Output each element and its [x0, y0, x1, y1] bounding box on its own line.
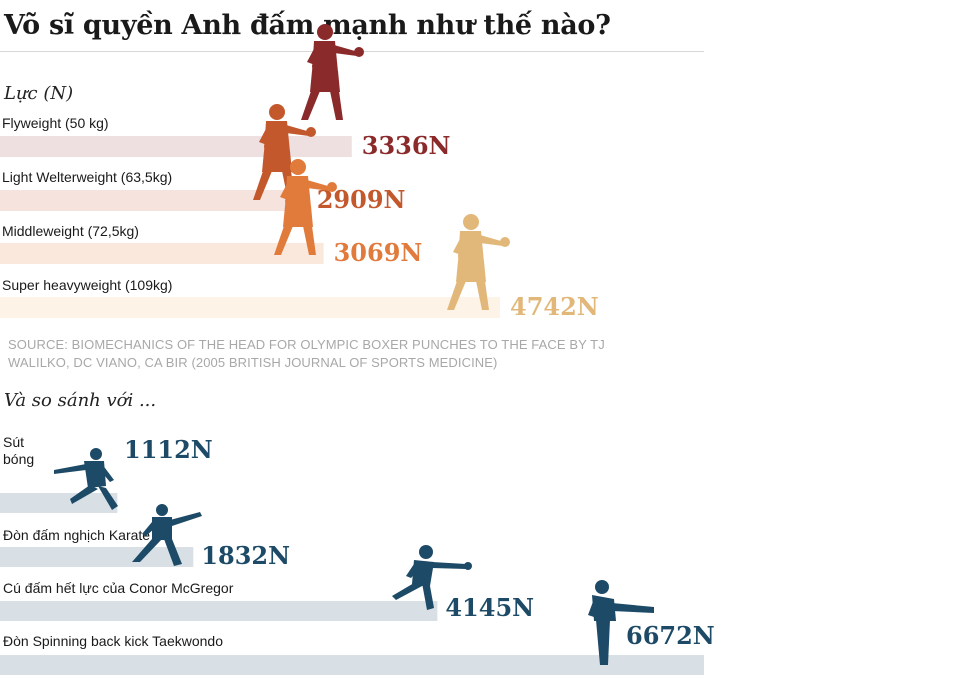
comparison-row: Sút bóng 1112N — [0, 434, 213, 513]
force-bar — [0, 601, 438, 621]
category-label: Cú đấm hết lực của Conor McGregor — [3, 580, 234, 596]
boxer-silhouette-icon — [274, 159, 337, 255]
category-label: Đòn đấm nghịch Karate — [3, 527, 150, 543]
page-title: Võ sĩ quyền Anh đấm mạnh như thế nào? — [4, 10, 611, 41]
value-label: 4145N — [445, 593, 534, 622]
boxer-silhouette-icon — [253, 104, 316, 200]
value-label: 4742N — [510, 292, 599, 321]
source-note: SOURCE: BIOMECHANICS OF THE HEAD FOR OLY… — [8, 337, 605, 370]
value-label: 6672N — [626, 621, 715, 650]
boxer-silhouette-icon — [301, 24, 364, 120]
value-label: 1832N — [201, 541, 290, 570]
comparison-chart-title: Và so sánh với ... — [4, 390, 157, 411]
soccer-kick-silhouette-icon — [54, 448, 118, 510]
force-bar — [0, 190, 307, 211]
boxing-punch-force-chart: Flyweight (50 kg) 3336N Light Welterweight… — [0, 24, 599, 321]
force-bar — [0, 493, 118, 513]
category-label: Middleweight (72,5kg) — [2, 223, 139, 239]
weight-class-row: Flyweight (50 kg) 3336N — [0, 24, 450, 160]
boxing-chart-title: Lực (N) — [4, 83, 74, 104]
force-bar — [0, 297, 500, 318]
force-bar — [0, 547, 194, 567]
mma-punch-silhouette-icon — [392, 545, 472, 610]
value-label: 3069N — [334, 238, 423, 267]
category-label: Light Welterweight (63,5kg) — [2, 169, 172, 185]
boxer-silhouette-icon — [447, 214, 510, 310]
category-label: Sút bóng — [3, 434, 34, 467]
weight-class-row: Middleweight (72,5kg) 3069N — [0, 159, 422, 267]
comparison-row: Đòn Spinning back kick Taekwondo 6672N — [0, 580, 715, 675]
category-label: Flyweight (50 kg) — [2, 115, 109, 131]
karate-punch-silhouette-icon — [132, 504, 202, 566]
value-label: 3336N — [362, 131, 451, 160]
comparison-row: Cú đấm hết lực của Conor McGregor 4145N — [0, 545, 534, 622]
category-label: Đòn Spinning back kick Taekwondo — [3, 633, 223, 649]
taekwondo-kick-silhouette-icon — [588, 580, 654, 665]
force-bar — [0, 655, 704, 675]
comparison-row: Đòn đấm nghịch Karate 1832N — [0, 504, 290, 570]
force-bar — [0, 243, 324, 264]
weight-class-row: Super heavyweight (109kg) 4742N — [0, 214, 599, 321]
category-label: Super heavyweight (109kg) — [2, 277, 172, 293]
value-label: 1112N — [124, 435, 213, 464]
